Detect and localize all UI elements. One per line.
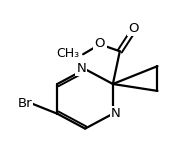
Text: O: O (95, 37, 105, 50)
Text: N: N (111, 107, 121, 120)
Text: Br: Br (17, 97, 32, 110)
Text: N: N (76, 62, 86, 75)
Text: CH₃: CH₃ (56, 47, 79, 60)
Text: O: O (129, 22, 139, 35)
